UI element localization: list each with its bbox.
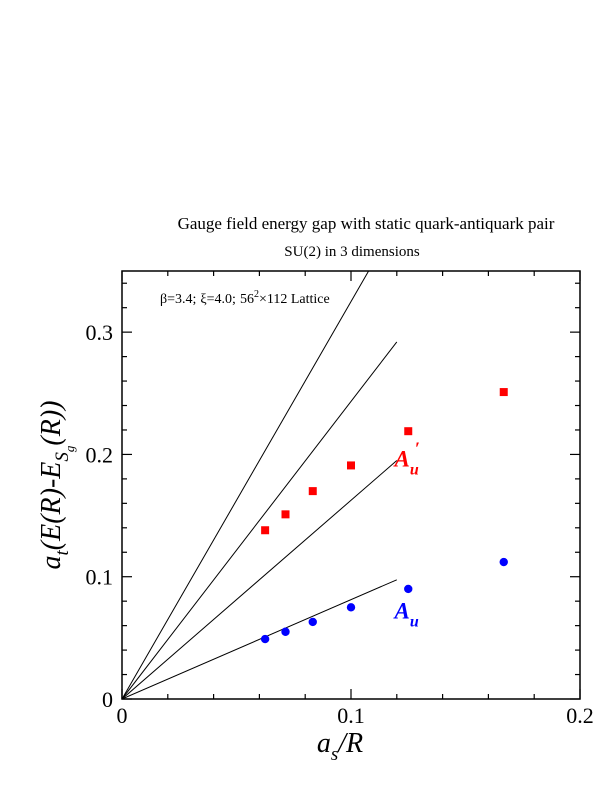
axis-ticks xyxy=(121,271,581,700)
y-tick-label-1: 0.1 xyxy=(86,565,114,590)
reference-line-1 xyxy=(121,460,398,700)
reference-line-3 xyxy=(121,270,370,700)
y-tick-label-3: 0.3 xyxy=(86,320,114,345)
series-label-au: Au xyxy=(393,598,419,630)
y-axis-label: at(E(R)-ESg(R)) xyxy=(36,401,77,570)
x-tick-label-2: 0.2 xyxy=(566,703,594,728)
y-tick-label-0: 0 xyxy=(102,687,113,712)
series-label-au-prime: Au′ xyxy=(393,439,420,479)
reference-lines xyxy=(121,270,398,700)
marker-circle-1-1 xyxy=(281,627,290,636)
marker-square-0-3 xyxy=(347,461,355,470)
marker-circle-1-4 xyxy=(404,584,413,594)
marker-circle-1-0 xyxy=(260,634,270,644)
marker-square-0-2 xyxy=(308,487,317,496)
marker-square-0-0 xyxy=(261,526,270,535)
chart-title: Gauge field energy gap with static quark… xyxy=(178,214,555,233)
marker-square-0-5 xyxy=(499,388,508,397)
chart-annotation: β=3.4; ξ=4.0; 562×112 Lattice xyxy=(160,289,330,307)
plot-frame xyxy=(121,270,581,700)
reference-line-2 xyxy=(121,341,398,700)
marker-square-0-4 xyxy=(404,427,413,436)
marker-square-0-1 xyxy=(281,510,290,519)
y-tick-label-2: 0.2 xyxy=(86,442,114,467)
tick-labels: 0 0.1 0.2 0 0.1 0.2 0.3 xyxy=(86,320,594,728)
marker-circle-1-3 xyxy=(346,603,356,612)
x-tick-label-0: 0 xyxy=(117,703,128,728)
marker-circle-1-5 xyxy=(499,557,508,567)
reference-line-0 xyxy=(121,579,397,700)
data-markers xyxy=(260,388,508,644)
marker-circle-1-2 xyxy=(308,617,317,627)
chart-subtitle: SU(2) in 3 dimensions xyxy=(284,244,420,260)
x-axis-label: as/R xyxy=(317,728,363,765)
x-tick-label-1: 0.1 xyxy=(337,703,365,728)
